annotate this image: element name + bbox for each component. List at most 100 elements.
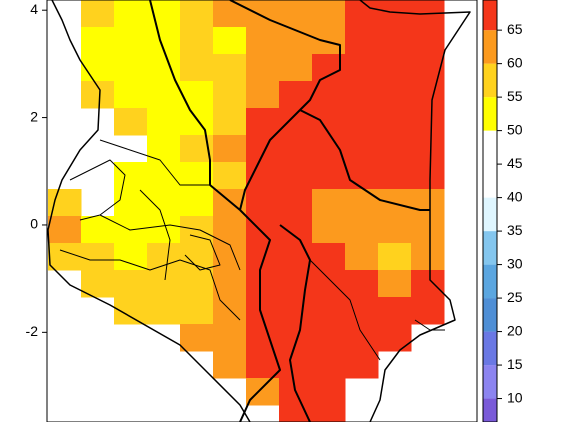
grid-cell: [279, 189, 313, 217]
grid-cell: [114, 54, 148, 82]
grid-cell: [279, 108, 313, 136]
colorbar-bin: [483, 331, 497, 366]
grid-cell: [246, 243, 280, 271]
grid-cell: [147, 108, 181, 136]
grid-cell: [411, 243, 445, 271]
grid-cell: [213, 27, 247, 55]
grid-cell: [411, 135, 445, 163]
grid-cell: [114, 162, 148, 190]
grid-cell: [279, 162, 313, 190]
colorbar-tick-label: 50: [507, 121, 523, 137]
grid-cell: [312, 162, 346, 190]
grid-cell: [345, 81, 379, 109]
grid-cell: [345, 108, 379, 136]
grid-cell: [378, 324, 412, 352]
grid-cell: [147, 81, 181, 109]
grid-cell: [345, 189, 379, 217]
colorbar-tick-label: 25: [507, 289, 523, 305]
grid-cell: [312, 108, 346, 136]
colorbar-bin: [483, 264, 497, 299]
grid-cell: [312, 135, 346, 163]
colorbar-bin: [483, 164, 497, 198]
grid-cell: [213, 54, 247, 82]
grid-cell: [213, 135, 247, 163]
grid-cell: [180, 108, 214, 136]
grid-cell: [378, 270, 412, 298]
grid-cell: [246, 108, 280, 136]
grid-cell: [378, 27, 412, 55]
grid-cell: [378, 297, 412, 325]
colorbar-bin: [483, 298, 497, 332]
grid-cell: [279, 54, 313, 82]
grid-cell: [378, 54, 412, 82]
grid-cell: [213, 324, 247, 352]
colorbar-tick-label: 30: [507, 255, 523, 271]
grid-cell: [114, 108, 148, 136]
grid-cell: [279, 297, 313, 325]
grid-cell: [213, 297, 247, 325]
grid-cell: [345, 27, 379, 55]
grid-cell: [180, 324, 214, 352]
grid-cell: [147, 189, 181, 217]
grid-cell: [345, 54, 379, 82]
grid-cell: [279, 405, 313, 422]
grid-cell: [180, 297, 214, 325]
grid-cell: [246, 135, 280, 163]
grid-cell: [411, 81, 445, 109]
colorbar-tick-label: 40: [507, 188, 523, 204]
grid-cell: [411, 27, 445, 55]
grid-cell: [312, 270, 346, 298]
colorbar-tick-label: 65: [507, 21, 523, 37]
grid-cell: [411, 189, 445, 217]
grid-cell: [345, 0, 379, 28]
grid-cell: [411, 162, 445, 190]
grid-cell: [147, 297, 181, 325]
grid-cell: [180, 81, 214, 109]
colorbar-bin: [483, 398, 497, 422]
colorbar: 65 60 55 50 45 40 35 30 25 20 15 10: [482, 0, 523, 422]
grid-cell: [279, 27, 313, 55]
colorbar-bin: [483, 231, 497, 265]
grid-cell: [279, 135, 313, 163]
grid-cell: [81, 27, 115, 55]
colorbar-tick-label: 10: [507, 389, 523, 405]
colorbar-tick-label: 60: [507, 54, 523, 70]
colorbar-tick-label: 20: [507, 322, 523, 338]
grid-cell: [411, 270, 445, 298]
grid-cell: [114, 0, 148, 28]
grid-cell: [279, 81, 313, 109]
grid-cell: [114, 81, 148, 109]
grid-cell: [114, 270, 148, 298]
grid-cell: [279, 324, 313, 352]
colorbar-bin: [483, 30, 497, 64]
grid-cell: [81, 243, 115, 271]
grid-cell: [81, 216, 115, 244]
colorbar-bin: [483, 97, 497, 131]
grid-cell: [147, 243, 181, 271]
colorbar-tick-label: 15: [507, 356, 523, 372]
grid-cell: [312, 378, 346, 406]
colorbar-bin: [483, 130, 497, 165]
grid-cell: [81, 54, 115, 82]
grid-cell: [147, 270, 181, 298]
grid-cell: [279, 243, 313, 271]
grid-cell: [345, 351, 379, 379]
grid-cell: [48, 189, 82, 217]
grid-cell: [378, 243, 412, 271]
y-tick-label: 2: [30, 108, 38, 124]
colorbar-tick-label: 35: [507, 222, 523, 238]
grid-cell: [378, 162, 412, 190]
grid-cell: [345, 216, 379, 244]
grid-cell: [411, 54, 445, 82]
grid-cell: [180, 54, 214, 82]
grid-cell: [378, 216, 412, 244]
grid-cell: [246, 270, 280, 298]
y-tick-label: 4: [30, 1, 38, 17]
grid-cell: [180, 27, 214, 55]
grid-cell: [246, 0, 280, 28]
grid-cell: [213, 0, 247, 28]
grid-cell: [81, 0, 115, 28]
grid-cell: [147, 162, 181, 190]
grid-cell: [312, 243, 346, 271]
